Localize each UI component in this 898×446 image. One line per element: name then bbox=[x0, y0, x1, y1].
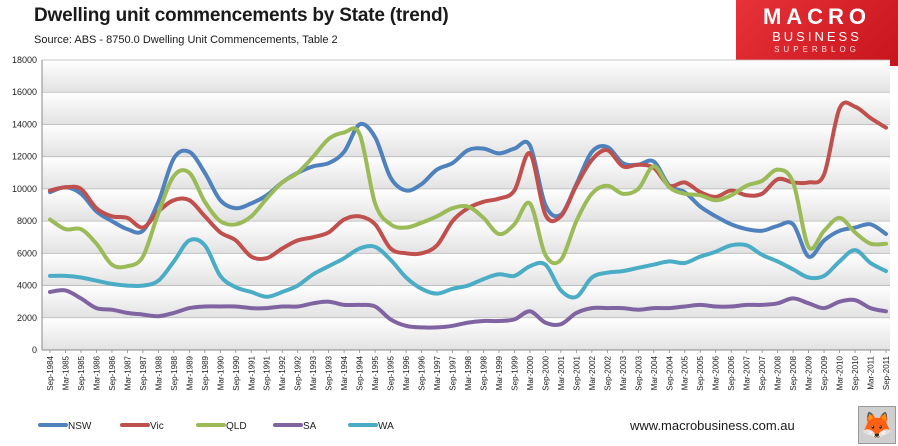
x-tick-label: Mar-1992 bbox=[278, 355, 287, 390]
x-tick-label: Mar-2007 bbox=[743, 355, 752, 390]
plot-band bbox=[42, 92, 890, 125]
x-tick-label: Sep-2008 bbox=[789, 355, 798, 390]
x-tick-label: Sep-1992 bbox=[294, 355, 303, 390]
x-tick-label: Sep-1999 bbox=[510, 355, 519, 390]
x-tick-label: Sep-2005 bbox=[696, 355, 705, 390]
legend-label-vic: Vic bbox=[150, 421, 164, 432]
logo-line-3: SUPERBLOG bbox=[774, 45, 860, 54]
x-tick-label: Sep-1984 bbox=[46, 355, 55, 390]
x-tick-label: Sep-1986 bbox=[108, 355, 117, 390]
y-tick-label: 18000 bbox=[12, 55, 37, 65]
x-tick-label: Mar-2001 bbox=[557, 355, 566, 390]
x-tick-label: Mar-2010 bbox=[836, 355, 845, 390]
plot-band bbox=[42, 221, 890, 254]
x-tick-label: Mar-2011 bbox=[867, 355, 876, 389]
x-tick-label: Sep-1994 bbox=[356, 355, 365, 390]
legend-label-nsw: NSW bbox=[68, 421, 92, 432]
x-tick-label: Mar-1996 bbox=[402, 355, 411, 390]
legend: NSW Vic QLD SA WA bbox=[38, 421, 394, 432]
y-axis: 0 2000 4000 6000 8000 10000 12000 14000 16000 180… bbox=[12, 55, 890, 355]
x-tick-label: Sep-1989 bbox=[201, 355, 210, 390]
x-tick-label: Sep-2000 bbox=[541, 355, 550, 390]
x-tick-label: Mar-1985 bbox=[61, 355, 70, 390]
y-tick-label: 8000 bbox=[17, 216, 37, 226]
x-tick-label: Sep-2004 bbox=[665, 355, 674, 390]
x-tick-label: Sep-2009 bbox=[820, 355, 829, 390]
x-tick-label: Sep-2010 bbox=[851, 355, 860, 390]
legend-label-sa: SA bbox=[303, 421, 317, 432]
x-tick-label: Mar-1987 bbox=[123, 355, 132, 390]
y-tick-label: 14000 bbox=[12, 119, 37, 129]
x-tick-label: Mar-2003 bbox=[619, 355, 628, 390]
x-tick-label: Sep-2007 bbox=[758, 355, 767, 390]
x-tick-label: Mar-2005 bbox=[681, 355, 690, 390]
legend-label-qld: QLD bbox=[226, 421, 247, 432]
macrobusiness-logo[interactable]: MACRO BUSINESS SUPERBLOG bbox=[736, 0, 898, 66]
y-tick-label: 10000 bbox=[12, 184, 37, 194]
x-tick-label: Sep-2001 bbox=[572, 355, 581, 390]
y-tick-label: 4000 bbox=[17, 281, 37, 291]
x-tick-label: Mar-2000 bbox=[526, 355, 535, 390]
x-axis: Sep-1984 Mar-1985 Sep-1985 Mar-1986 Sep-1986… bbox=[46, 350, 891, 391]
x-tick-label: Mar-1995 bbox=[371, 355, 380, 390]
series-lines bbox=[48, 100, 888, 330]
x-tick-label: Mar-1994 bbox=[340, 355, 349, 390]
plot-band bbox=[42, 253, 890, 286]
x-tick-label: Sep-1991 bbox=[263, 355, 272, 390]
series-line-qld bbox=[48, 126, 888, 270]
x-tick-label: Mar-1998 bbox=[464, 355, 473, 390]
x-tick-label: Sep-1985 bbox=[77, 355, 86, 390]
x-tick-label: Sep-1995 bbox=[387, 355, 396, 390]
x-tick-label: Mar-1989 bbox=[185, 355, 194, 390]
x-tick-label: Mar-1990 bbox=[216, 355, 225, 390]
series-line-wa bbox=[48, 237, 888, 300]
legend-label-wa: WA bbox=[378, 421, 394, 432]
fox-icon: 🦊 bbox=[858, 406, 896, 444]
x-tick-label: Mar-2006 bbox=[712, 355, 721, 390]
logo-line-1: MACRO bbox=[762, 4, 872, 29]
series-line-nsw bbox=[48, 121, 888, 259]
x-tick-label: Sep-1993 bbox=[325, 355, 334, 390]
x-tick-label: Mar-2004 bbox=[650, 355, 659, 390]
x-tick-label: Mar-1986 bbox=[92, 355, 101, 390]
x-tick-label: Mar-2008 bbox=[774, 355, 783, 390]
x-tick-label: Sep-2003 bbox=[634, 355, 643, 390]
x-tick-label: Mar-1991 bbox=[247, 355, 256, 390]
x-tick-label: Mar-1993 bbox=[309, 355, 318, 390]
x-tick-label: Mar-2002 bbox=[588, 355, 597, 390]
series-line-sa bbox=[48, 288, 888, 330]
y-tick-label: 16000 bbox=[12, 87, 37, 97]
website-link[interactable]: www.macrobusiness.com.au bbox=[630, 418, 795, 433]
x-tick-label: Sep-1987 bbox=[139, 355, 148, 390]
x-tick-label: Mar-1988 bbox=[154, 355, 163, 390]
y-tick-label: 2000 bbox=[17, 313, 37, 323]
x-tick-label: Sep-1998 bbox=[479, 355, 488, 390]
plot-band bbox=[42, 285, 890, 318]
x-tick-label: Sep-2011 bbox=[882, 355, 891, 390]
chart-subtitle: Source: ABS - 8750.0 Dwelling Unit Comme… bbox=[34, 34, 338, 46]
x-tick-label: Sep-1996 bbox=[418, 355, 427, 390]
x-tick-label: Sep-1990 bbox=[232, 355, 241, 390]
x-tick-label: Sep-1997 bbox=[449, 355, 458, 390]
chart-title: Dwelling unit commencements by State (tr… bbox=[34, 5, 449, 26]
x-tick-label: Sep-2006 bbox=[727, 355, 736, 390]
x-tick-label: Mar-2009 bbox=[805, 355, 814, 390]
x-tick-label: Mar-1997 bbox=[433, 355, 442, 390]
y-tick-label: 6000 bbox=[17, 248, 37, 258]
plot-band bbox=[42, 60, 890, 93]
x-tick-label: Mar-1999 bbox=[495, 355, 504, 390]
logo-line-2: BUSINESS bbox=[772, 29, 862, 44]
y-tick-label: 0 bbox=[32, 345, 37, 355]
x-tick-label: Sep-1988 bbox=[170, 355, 179, 390]
y-tick-label: 12000 bbox=[12, 152, 37, 162]
x-tick-label: Sep-2002 bbox=[603, 355, 612, 390]
